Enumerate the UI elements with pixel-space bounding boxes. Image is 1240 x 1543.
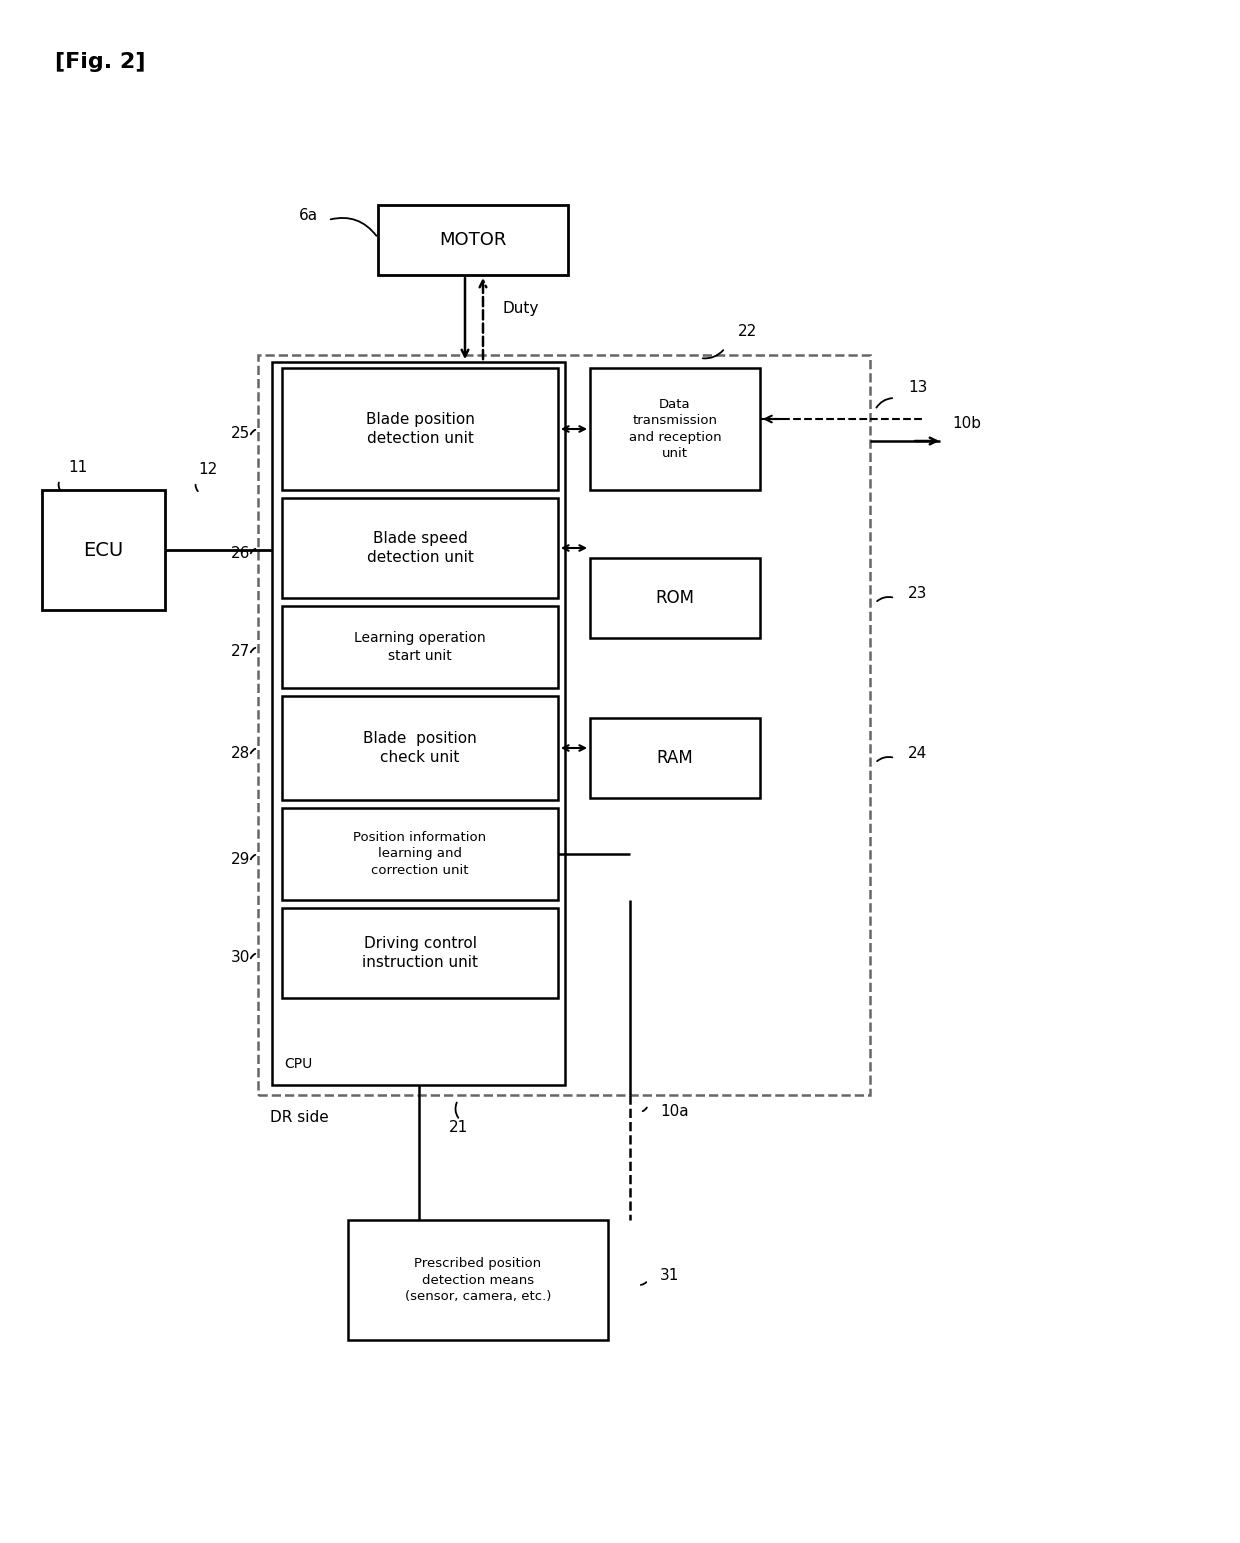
Bar (281, 907, 558, 998)
Text: 31: 31 (660, 1267, 680, 1282)
Text: ECU: ECU (83, 540, 124, 560)
Text: DR side: DR side (270, 1109, 329, 1125)
Text: RAM: RAM (657, 748, 693, 767)
Text: 25: 25 (231, 426, 250, 441)
Bar (42, 491, 165, 609)
Text: 12: 12 (198, 463, 217, 477)
Text: 27: 27 (231, 645, 250, 659)
Text: 26: 26 (231, 546, 250, 560)
Bar (348, 1221, 608, 1339)
Bar (281, 606, 558, 688)
Text: 24: 24 (908, 745, 928, 761)
Bar (281, 809, 558, 900)
Text: 30: 30 (231, 950, 250, 966)
Bar (272, 363, 565, 1085)
Bar (590, 717, 760, 798)
Text: Learning operation
start unit: Learning operation start unit (355, 631, 486, 663)
Text: 11: 11 (68, 460, 87, 475)
Text: [Fig. 2]: [Fig. 2] (55, 52, 145, 73)
Text: Blade position
detection unit: Blade position detection unit (366, 412, 475, 446)
Bar (590, 559, 760, 637)
Bar (378, 205, 568, 275)
Bar (281, 696, 558, 799)
Text: Blade speed
detection unit: Blade speed detection unit (367, 531, 474, 565)
Text: 23: 23 (908, 585, 928, 600)
Text: 28: 28 (231, 745, 250, 761)
Text: Duty: Duty (503, 301, 539, 315)
Bar (281, 367, 558, 491)
Text: 6a: 6a (299, 207, 317, 222)
Text: 22: 22 (738, 324, 758, 339)
Text: CPU: CPU (284, 1057, 312, 1071)
Text: MOTOR: MOTOR (439, 231, 507, 248)
Text: ROM: ROM (656, 589, 694, 606)
Text: Driving control
instruction unit: Driving control instruction unit (362, 937, 477, 971)
Text: 10b: 10b (952, 415, 981, 430)
Bar (281, 498, 558, 599)
Bar (258, 355, 870, 1096)
Bar (590, 367, 760, 491)
Text: 21: 21 (449, 1120, 467, 1136)
Text: Prescribed position
detection means
(sensor, camera, etc.): Prescribed position detection means (sen… (404, 1258, 552, 1302)
Text: Blade  position
check unit: Blade position check unit (363, 731, 477, 765)
Text: Data
transmission
and reception
unit: Data transmission and reception unit (629, 398, 722, 460)
Text: 13: 13 (908, 381, 928, 395)
Text: Position information
learning and
correction unit: Position information learning and correc… (353, 832, 486, 876)
Text: 29: 29 (231, 852, 250, 867)
Text: 10a: 10a (660, 1105, 688, 1120)
